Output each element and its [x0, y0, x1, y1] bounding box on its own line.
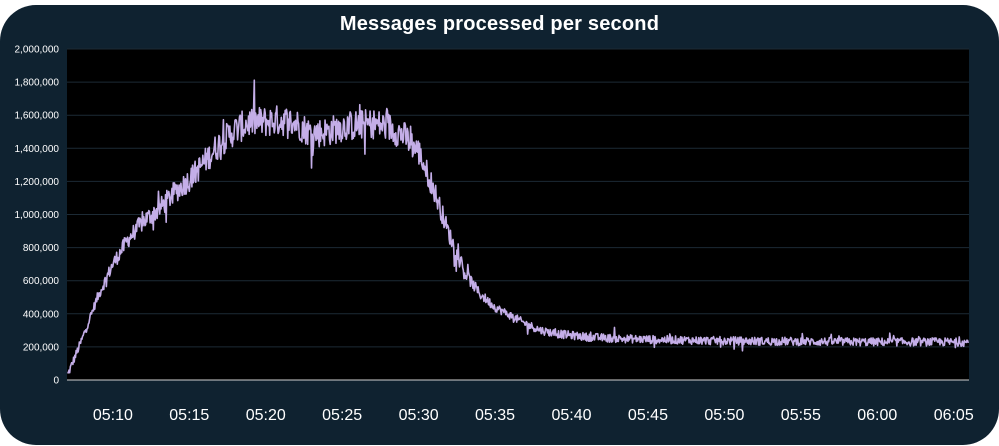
x-tick-label: 05:40	[551, 407, 591, 424]
x-tick-label: 05:45	[628, 407, 668, 424]
y-tick-label: 1,000,000	[15, 210, 60, 221]
x-tick-label: 05:50	[704, 407, 744, 424]
x-tick-label: 05:55	[781, 407, 821, 424]
chart-title: Messages processed per second	[339, 13, 660, 35]
x-tick-label: 05:10	[93, 407, 133, 424]
y-tick-label: 200,000	[23, 342, 60, 353]
y-tick-label: 600,000	[23, 276, 60, 287]
x-tick-label: 05:20	[246, 407, 286, 424]
x-tick-label: 05:30	[399, 407, 439, 424]
y-tick-label: 400,000	[23, 309, 60, 320]
series-line	[67, 79, 970, 374]
x-tick-label: 06:05	[934, 407, 974, 424]
y-tick-label: 0	[53, 376, 59, 387]
y-tick-label: 1,200,000	[15, 177, 60, 188]
y-tick-label: 2,000,000	[15, 45, 60, 56]
x-tick-label: 05:15	[169, 407, 209, 424]
x-tick-label: 05:35	[475, 407, 515, 424]
y-tick-label: 1,600,000	[15, 111, 60, 122]
y-tick-label: 800,000	[23, 243, 60, 254]
x-tick-label: 05:25	[322, 407, 362, 424]
x-tick-label: 06:00	[857, 407, 897, 424]
y-tick-label: 1,800,000	[15, 78, 60, 89]
y-tick-label: 1,400,000	[15, 144, 60, 155]
